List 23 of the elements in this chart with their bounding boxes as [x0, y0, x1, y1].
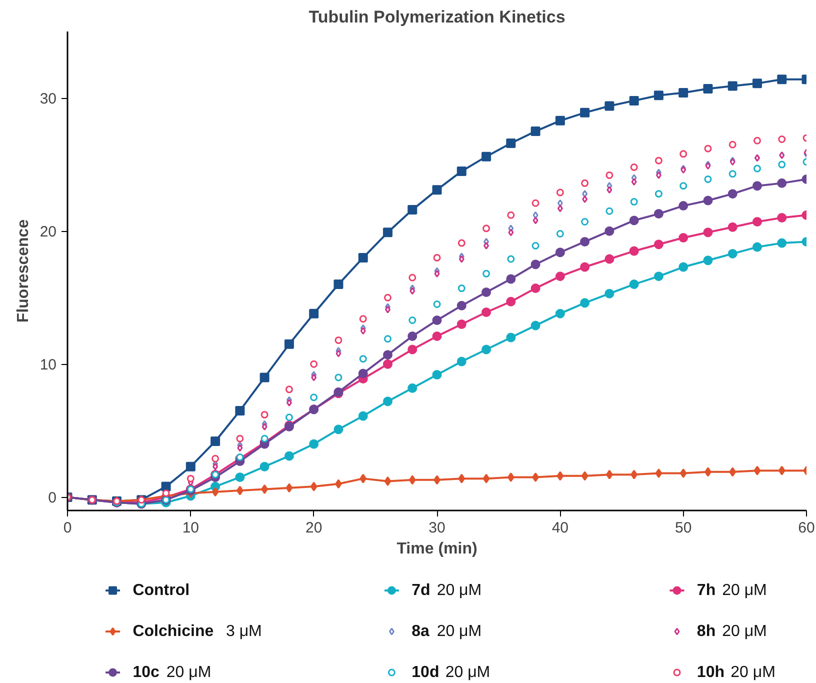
x-tick-label: 40: [552, 520, 569, 536]
x-tick-label: 20: [305, 520, 322, 536]
legend-label: Colchicine 3 μM: [132, 623, 262, 640]
chart-title: Tubulin Polymerization Kinetics: [308, 8, 566, 26]
y-axis-title: Fluorescence: [14, 219, 32, 323]
x-tick-label: 10: [182, 520, 200, 536]
legend-label: 10d 20 μM: [412, 664, 490, 681]
legend-label: 7h 20 μM: [696, 582, 767, 599]
legend-label: 10c 20 μM: [132, 664, 212, 681]
legend-label: 8h 20 μM: [696, 623, 767, 640]
x-tick-label: 0: [63, 520, 72, 536]
y-tick-label: 30: [40, 90, 57, 108]
x-tick-label: 60: [798, 520, 815, 536]
legend-label: Control: [132, 582, 190, 599]
y-tick-label: 0: [48, 490, 56, 507]
x-tick-label: 50: [674, 520, 692, 536]
legend-label: 7d 20 μM: [412, 582, 482, 599]
x-tick-label: 30: [428, 520, 446, 536]
legend-label: 8a 20 μM: [412, 623, 482, 640]
legend-label: 10h 20 μM: [696, 664, 776, 681]
y-tick-label: 10: [40, 356, 57, 374]
y-tick-label: 20: [40, 224, 57, 241]
x-axis-title: Time (min): [396, 540, 478, 558]
